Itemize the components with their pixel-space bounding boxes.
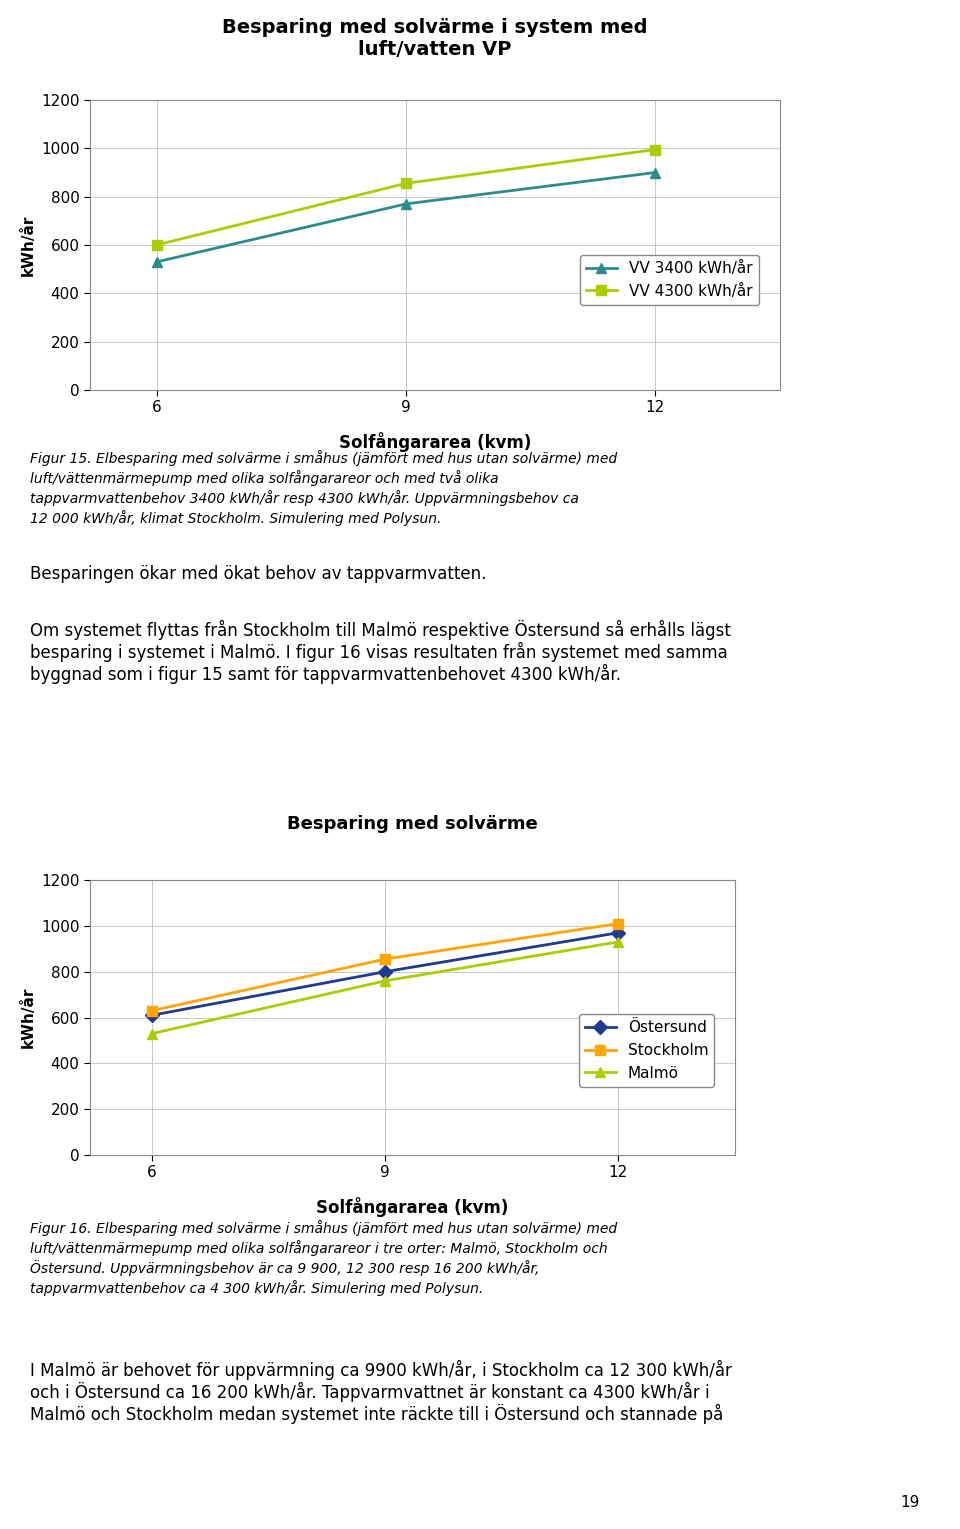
Stockholm	[379, 950, 391, 968]
Line: Stockholm: Stockholm	[147, 919, 623, 1015]
Text: Solfångararea (kvm): Solfångararea (kvm)	[339, 433, 531, 453]
Malmö	[612, 933, 624, 951]
Text: 19: 19	[900, 1495, 920, 1511]
Text: luft/vättenmärmepump med olika solfångarareor och med två olika: luft/vättenmärmepump med olika solfångar…	[30, 469, 498, 486]
Line: VV 3400 kWh/år: VV 3400 kWh/år	[152, 168, 660, 266]
Östersund	[612, 924, 624, 942]
Östersund	[147, 1006, 158, 1024]
Text: besparing i systemet i Malmö. I figur 16 visas resultaten från systemet med samm: besparing i systemet i Malmö. I figur 16…	[30, 642, 728, 662]
Text: luft/vättenmärmepump med olika solfångarareor i tre orter: Malmö, Stockholm och: luft/vättenmärmepump med olika solfångar…	[30, 1240, 608, 1255]
Y-axis label: kWh/år: kWh/år	[20, 214, 36, 275]
VV 3400 kWh/år	[650, 164, 661, 182]
Text: tappvarmvattenbehov ca 4 300 kWh/år. Simulering med Polysun.: tappvarmvattenbehov ca 4 300 kWh/år. Sim…	[30, 1280, 483, 1297]
VV 4300 kWh/år	[400, 174, 412, 193]
Text: Figur 16. Elbesparing med solvärme i småhus (jämfört med hus utan solvärme) med: Figur 16. Elbesparing med solvärme i små…	[30, 1220, 617, 1235]
Östersund	[379, 962, 391, 980]
Text: Solfångararea (kvm): Solfångararea (kvm)	[316, 1197, 509, 1217]
Text: byggnad som i figur 15 samt för tappvarmvattenbehovet 4300 kWh/år.: byggnad som i figur 15 samt för tappvarm…	[30, 664, 621, 683]
Text: tappvarmvattenbehov 3400 kWh/år resp 4300 kWh/år. Uppvärmningsbehov ca: tappvarmvattenbehov 3400 kWh/år resp 430…	[30, 489, 579, 506]
Text: Besparingen ökar med ökat behov av tappvarmvatten.: Besparingen ökar med ökat behov av tappv…	[30, 566, 487, 583]
Text: 12 000 kWh/år, klimat Stockholm. Simulering med Polysun.: 12 000 kWh/år, klimat Stockholm. Simuler…	[30, 511, 442, 526]
VV 3400 kWh/år	[400, 194, 412, 213]
Y-axis label: kWh/år: kWh/år	[20, 986, 36, 1049]
Malmö	[379, 971, 391, 989]
Legend: Östersund, Stockholm, Malmö: Östersund, Stockholm, Malmö	[579, 1014, 714, 1087]
VV 4300 kWh/år	[151, 235, 162, 254]
Text: och i Östersund ca 16 200 kWh/år. Tappvarmvattnet är konstant ca 4300 kWh/år i: och i Östersund ca 16 200 kWh/år. Tappva…	[30, 1382, 709, 1402]
Line: Malmö: Malmö	[147, 937, 623, 1038]
Legend: VV 3400 kWh/år, VV 4300 kWh/år: VV 3400 kWh/år, VV 4300 kWh/år	[580, 255, 758, 304]
Stockholm	[612, 914, 624, 933]
Text: I Malmö är behovet för uppvärmning ca 9900 kWh/år, i Stockholm ca 12 300 kWh/år: I Malmö är behovet för uppvärmning ca 99…	[30, 1359, 732, 1381]
VV 3400 kWh/år	[151, 252, 162, 271]
Text: Om systemet flyttas från Stockholm till Malmö respektive Östersund så erhålls lä: Om systemet flyttas från Stockholm till …	[30, 619, 731, 641]
Stockholm	[147, 1001, 158, 1020]
VV 4300 kWh/år	[650, 141, 661, 159]
Malmö	[147, 1024, 158, 1043]
Line: Östersund: Östersund	[147, 928, 623, 1020]
Text: Besparing med solvärme i system med
luft/vatten VP: Besparing med solvärme i system med luft…	[223, 18, 648, 60]
Line: VV 4300 kWh/år: VV 4300 kWh/år	[152, 145, 660, 249]
Text: Malmö och Stockholm medan systemet inte räckte till i Östersund och stannade på: Malmö och Stockholm medan systemet inte …	[30, 1404, 723, 1423]
Text: Besparing med solvärme: Besparing med solvärme	[287, 815, 538, 833]
Text: Östersund. Uppvärmningsbehov är ca 9 900, 12 300 resp 16 200 kWh/år,: Östersund. Uppvärmningsbehov är ca 9 900…	[30, 1260, 540, 1277]
Text: Figur 15. Elbesparing med solvärme i småhus (jämfört med hus utan solvärme) med: Figur 15. Elbesparing med solvärme i små…	[30, 450, 617, 466]
